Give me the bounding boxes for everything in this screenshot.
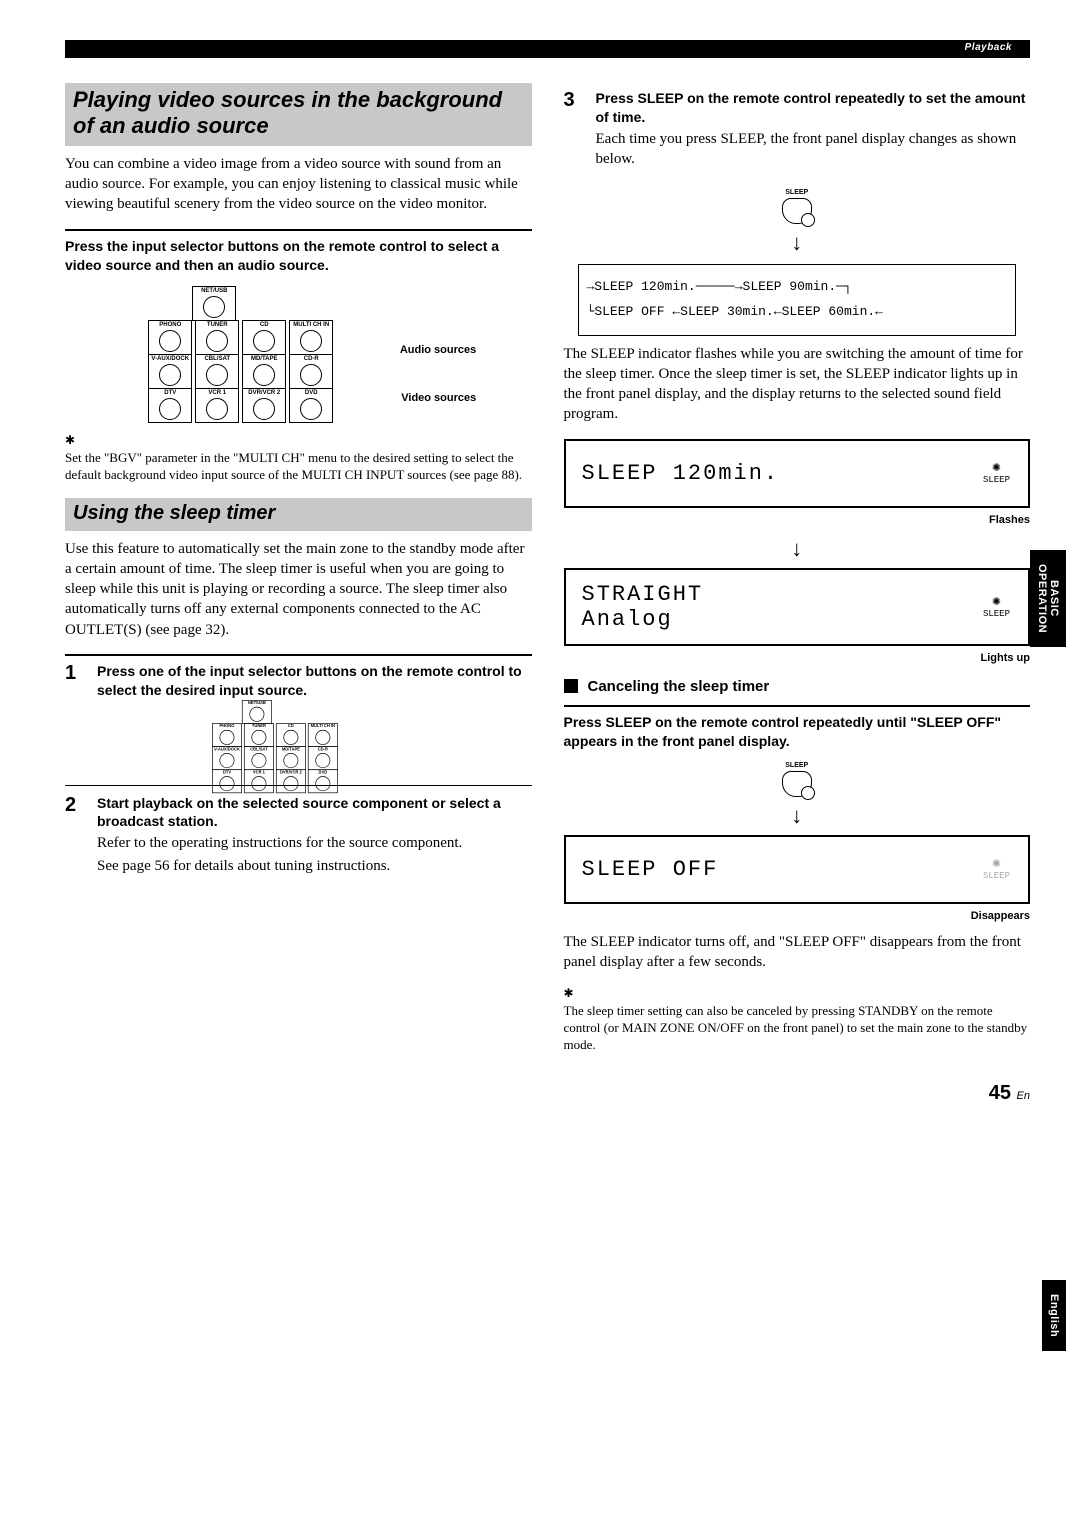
step-num-1: 1 (65, 662, 83, 777)
sleep-button-icon (782, 198, 812, 224)
remote-diagram-large: NET/USB PHONO TUNER CD MULTI CH IN V-AUX… (148, 286, 448, 423)
display-text: SLEEP OFF (582, 857, 719, 882)
page-number: 45 En (65, 1082, 1030, 1105)
step2-bold: Start playback on the selected source co… (97, 794, 532, 832)
topbar-label: Playback (965, 42, 1012, 53)
sleep-button-illustration-2: SLEEP (564, 762, 1031, 797)
sleep-indicator-flashes: ✺ SLEEP (983, 461, 1010, 485)
btn-mdtape: MD/TAPE (242, 354, 286, 389)
display-straight: STRAIGHT Analog ✺ SLEEP (564, 568, 1031, 646)
sleep-btn-label: SLEEP (564, 189, 1031, 196)
square-bullet-icon (564, 679, 578, 693)
para-sleep-timer: Use this feature to automatically set th… (65, 539, 532, 640)
tip-bgv: Set the "BGV" parameter in the "MULTI CH… (65, 450, 532, 484)
heading-sleep-timer: Using the sleep timer (65, 498, 532, 531)
tip-icon: ✱ (564, 986, 1031, 1001)
para-sleep-indicator: The SLEEP indicator flashes while you ar… (564, 344, 1031, 425)
display-line2: Analog (582, 607, 1013, 632)
step2-a: Refer to the operating instructions for … (97, 833, 532, 853)
label-video-sources: Video sources (401, 392, 476, 404)
step-num-2: 2 (65, 794, 83, 890)
display-sleep-120: SLEEP 120min. ✺ SLEEP (564, 439, 1031, 508)
page-num: 45 (989, 1082, 1011, 1104)
para-sleep-off: The SLEEP indicator turns off, and "SLEE… (564, 932, 1031, 973)
btn-tuner: TUNER (195, 320, 239, 355)
instr-input-selector: Press the input selector buttons on the … (65, 237, 532, 276)
tab-basic-operation: BASIC OPERATION (1030, 550, 1066, 647)
heading-playing-video: Playing video sources in the background … (65, 83, 532, 146)
btn-dtv: DTV (148, 388, 192, 423)
side-tab-basic: BASIC OPERATION (1030, 550, 1066, 647)
step-2: 2 Start playback on the selected source … (65, 794, 532, 890)
para-combine-video: You can combine a video image from a vid… (65, 154, 532, 215)
btn-netusb: NET/USB (192, 286, 236, 321)
label-audio-sources: Audio sources (400, 344, 476, 356)
caption-disappears: Disappears (564, 910, 1031, 922)
btn-cblsat: CBL/SAT (195, 354, 239, 389)
btn-cdr: CD-R (289, 354, 333, 389)
left-column: Playing video sources in the background … (65, 83, 532, 1054)
tip-cancel-standby: The sleep timer setting can also be canc… (564, 1003, 1031, 1054)
top-bar: Playback (65, 40, 1030, 58)
remote-diagram-small: NET/USB PHONO TUNER CD MULTI CH IN V-AUX… (212, 700, 416, 793)
btn-cd: CD (242, 320, 286, 355)
rule (65, 229, 532, 231)
btn-dvd: DVD (289, 388, 333, 423)
btn-vcr1: VCR 1 (195, 388, 239, 423)
display-sleep-off: SLEEP OFF ✺ SLEEP (564, 835, 1031, 904)
step-1: 1 Press one of the input selector button… (65, 662, 532, 777)
step1-text: Press one of the input selector buttons … (97, 662, 532, 700)
sleep-cycle-diagram: →SLEEP 120min.─────→SLEEP 90min.─┐ └SLEE… (578, 264, 1017, 335)
btn-multich: MULTI CH IN (289, 320, 333, 355)
caption-flashes: Flashes (564, 514, 1031, 526)
sleep-btn-label: SLEEP (564, 762, 1031, 769)
btn-phono: PHONO (148, 320, 192, 355)
btn-dvrvcr2: DVR/VCR 2 (242, 388, 286, 423)
display-line1: STRAIGHT (582, 582, 1013, 607)
sleep-indicator-disappears: ✺ SLEEP (983, 857, 1010, 881)
cancel-heading-text: Canceling the sleep timer (588, 678, 770, 695)
step-3: 3 Press SLEEP on the remote control repe… (564, 89, 1031, 183)
display-text: SLEEP 120min. (582, 461, 780, 486)
sleep-indicator-lights: ✺ SLEEP (983, 595, 1010, 619)
step-num-3: 3 (564, 89, 582, 183)
sleep-button-illustration: SLEEP (564, 189, 1031, 224)
step3-a: Each time you press SLEEP, the front pan… (596, 129, 1031, 170)
rule (564, 705, 1031, 707)
tab-english: English (1042, 1280, 1066, 1351)
arrow-down-icon: ↓ (564, 803, 1031, 829)
arrow-down-icon: ↓ (564, 536, 1031, 562)
cancel-instr: Press SLEEP on the remote control repeat… (564, 713, 1031, 752)
tip-icon: ✱ (65, 433, 532, 448)
caption-lights-up: Lights up (564, 652, 1031, 664)
right-column: 3 Press SLEEP on the remote control repe… (564, 83, 1031, 1054)
step3-bold: Press SLEEP on the remote control repeat… (596, 89, 1031, 127)
page-suffix: En (1017, 1090, 1030, 1102)
two-column-layout: Playing video sources in the background … (65, 83, 1030, 1054)
rule (65, 654, 532, 656)
sleep-button-icon (782, 771, 812, 797)
arrow-down-icon: ↓ (564, 230, 1031, 256)
step2-b: See page 56 for details about tuning ins… (97, 856, 532, 876)
heading-cancel-sleep: Canceling the sleep timer (564, 678, 1031, 695)
btn-vaux: V-AUX/DOCK (148, 354, 192, 389)
side-tab-english: English (1042, 1280, 1066, 1351)
